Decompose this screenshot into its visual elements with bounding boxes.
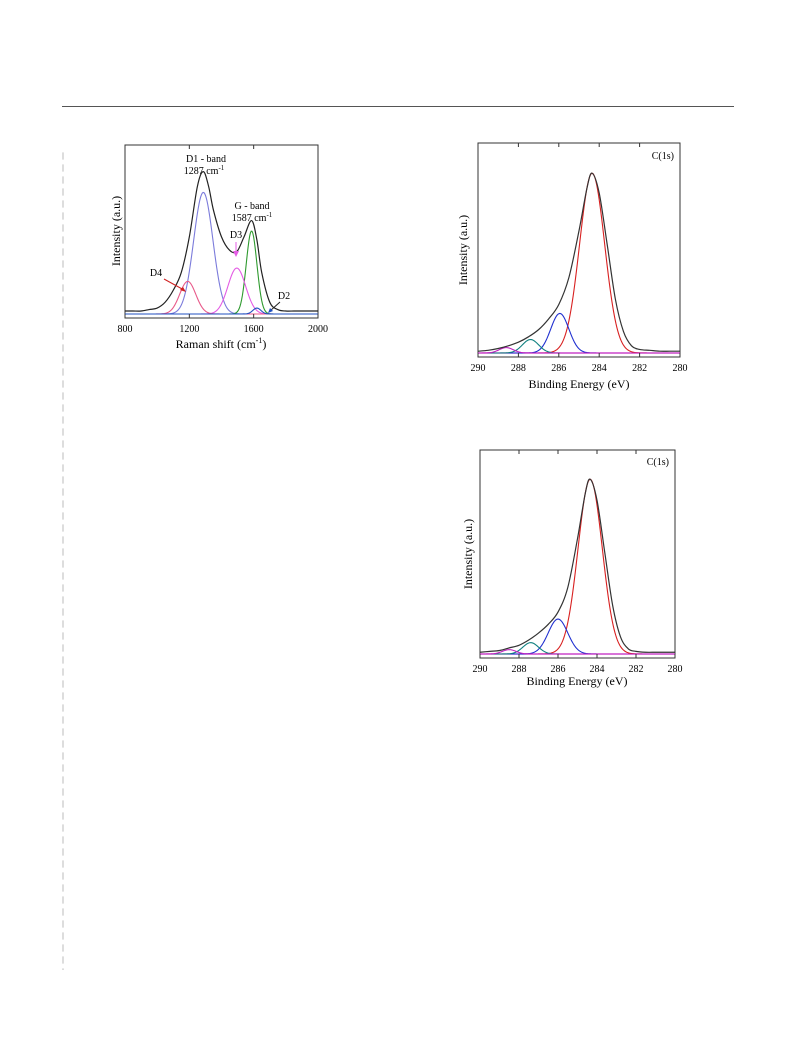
raman-d3-arrow-head bbox=[233, 251, 239, 257]
xps2-title: C(1s) bbox=[647, 457, 669, 468]
raman-d4-arrow bbox=[163, 278, 185, 291]
xps2-tick-label: 284 bbox=[590, 664, 605, 675]
raman-tick-label: 1200 bbox=[179, 324, 199, 335]
xps1-title: C(1s) bbox=[652, 151, 674, 162]
xps-chart-2: C(1s) 290 288 286 284 282 280 Binding Energy … bbox=[461, 449, 683, 688]
xps1-tick-label: 290 bbox=[471, 363, 486, 374]
xps1-x-ticks: 290 288 286 284 282 280 bbox=[471, 143, 688, 374]
raman-tick-label: 2000 bbox=[308, 324, 328, 335]
raman-d2-label: D2 bbox=[278, 291, 290, 302]
xps1-tick-label: 282 bbox=[632, 363, 647, 374]
raman-y-axis-label: Intensity (a.u.) bbox=[109, 196, 123, 266]
top-rule bbox=[62, 106, 734, 107]
xps1-component-curve bbox=[478, 312, 680, 354]
raman-tick-label: 800 bbox=[118, 324, 133, 335]
xps2-x-axis-label: Binding Energy (eV) bbox=[526, 674, 627, 688]
xps1-marks bbox=[477, 172, 680, 354]
xps2-tick-label: 282 bbox=[629, 664, 644, 675]
raman-x-ticks: 800 1200 1600 2000 bbox=[118, 145, 328, 335]
raman-d2-arrow-head bbox=[268, 308, 273, 313]
xps2-marks bbox=[479, 478, 675, 655]
xps2-component-curve bbox=[480, 618, 675, 655]
xps1-component-curve bbox=[478, 172, 680, 354]
raman-d1-band-label: D1 - band bbox=[186, 154, 226, 165]
xps-chart-1: C(1s) 290 288 286 284 282 280 Binding Energy … bbox=[456, 142, 688, 391]
xps2-tick-label: 290 bbox=[473, 664, 488, 675]
xps2-component-curve bbox=[480, 478, 675, 655]
xps1-plot-frame bbox=[477, 142, 681, 358]
raman-tick-label: 1600 bbox=[244, 324, 264, 335]
xps1-tick-label: 284 bbox=[592, 363, 607, 374]
raman-g-band-label: G - band bbox=[235, 201, 270, 212]
raman-d3-label: D3 bbox=[230, 230, 242, 241]
raman-d4-label: D4 bbox=[150, 268, 162, 279]
xps2-y-axis-label: Intensity (a.u.) bbox=[461, 519, 475, 589]
raman-d1-band-value: 1287 cm-1 bbox=[184, 164, 225, 177]
raman-g-band-value: 1587 cm-1 bbox=[232, 211, 273, 224]
raman-marks bbox=[124, 171, 318, 315]
raman-x-axis-label: Raman shift (cm-1) bbox=[176, 336, 267, 351]
raman-d2-arrow bbox=[269, 301, 281, 312]
xps1-tick-label: 286 bbox=[551, 363, 566, 374]
xps2-plot-frame bbox=[479, 449, 676, 659]
raman-chart: 800 1200 1600 2000 Raman shift (cm-1) Inten… bbox=[109, 144, 328, 351]
xps1-x-axis-label: Binding Energy (eV) bbox=[528, 377, 629, 391]
raman-plot-frame bbox=[124, 144, 319, 319]
xps2-tick-label: 280 bbox=[668, 664, 683, 675]
margin-dots bbox=[62, 150, 64, 970]
raman-envelope-line bbox=[124, 171, 318, 312]
raman-component-curve bbox=[125, 307, 318, 315]
xps2-component-curve bbox=[480, 649, 675, 655]
xps1-tick-label: 288 bbox=[511, 363, 526, 374]
xps1-y-axis-label: Intensity (a.u.) bbox=[456, 215, 470, 285]
xps2-tick-label: 286 bbox=[551, 664, 566, 675]
xps2-tick-label: 288 bbox=[512, 664, 527, 675]
xps2-x-ticks: 290 288 286 284 282 280 bbox=[473, 450, 683, 675]
xps2-envelope-line bbox=[479, 478, 675, 653]
raman-d4-arrow-head bbox=[180, 287, 186, 292]
xps1-component-curve bbox=[478, 347, 680, 354]
xps1-tick-label: 280 bbox=[673, 363, 688, 374]
xps1-envelope-line bbox=[477, 172, 680, 352]
